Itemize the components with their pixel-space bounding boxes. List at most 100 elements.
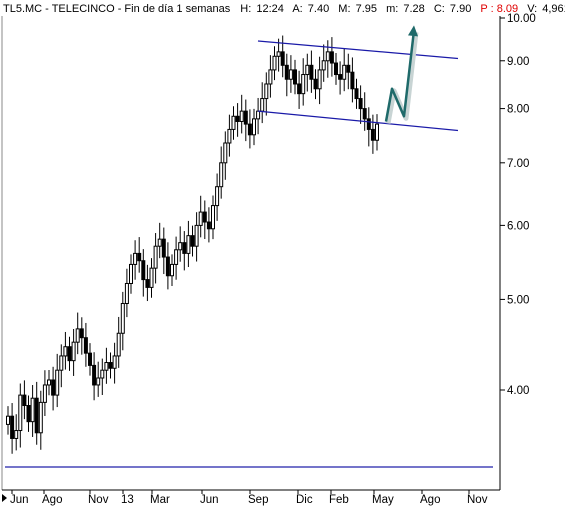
candle-body — [227, 128, 232, 144]
candle — [219, 146, 224, 199]
candle — [71, 329, 76, 376]
candle — [243, 99, 248, 142]
m-value: 7.95 — [356, 3, 377, 15]
candle-body — [104, 362, 109, 371]
candle — [88, 343, 92, 376]
projection-arrow — [384, 30, 416, 122]
candle-body — [293, 69, 297, 85]
candle-body — [6, 415, 10, 425]
candle-body — [297, 83, 302, 95]
candle — [22, 380, 27, 420]
candle — [149, 258, 154, 298]
candle — [6, 406, 10, 435]
candle — [108, 352, 113, 379]
candle — [194, 212, 199, 262]
candle-body — [370, 128, 375, 141]
candle-body — [223, 142, 228, 164]
candle — [14, 414, 19, 451]
candle-body — [165, 256, 170, 277]
candle-body — [137, 252, 142, 262]
candle — [75, 312, 80, 355]
candle-body — [194, 224, 199, 247]
candle-body — [18, 394, 23, 432]
candle-body — [325, 51, 330, 62]
candle-body — [10, 415, 15, 439]
candle-body — [149, 267, 154, 288]
y-tick-label: 7.00 — [507, 158, 529, 170]
x-tick-label: Ago — [42, 494, 62, 506]
candle-body — [260, 98, 265, 112]
candle — [252, 108, 256, 146]
candle-body — [272, 55, 277, 71]
y-tick-label: 6.00 — [507, 220, 529, 232]
candle — [165, 242, 170, 290]
candle — [198, 195, 203, 238]
overlays-group — [5, 25, 493, 468]
candle — [235, 103, 240, 137]
candle — [280, 35, 285, 78]
price-axis: 4.00 5.00 6.00 7.00 8.00 9.00 10.00 — [500, 13, 536, 397]
candle-body — [366, 118, 371, 130]
candle — [186, 220, 191, 268]
candle-body — [198, 211, 203, 226]
h-label: H: — [240, 3, 251, 15]
candle-body — [190, 235, 195, 247]
candle — [145, 264, 150, 302]
x-tick-label: Sep — [248, 494, 268, 506]
candle-body — [26, 405, 31, 423]
candle — [211, 195, 215, 240]
candle-body — [202, 211, 207, 223]
candle-body — [280, 51, 285, 66]
candle — [338, 61, 343, 95]
x-tick-label: Nov — [467, 494, 488, 506]
candle — [231, 106, 236, 140]
candle-body — [100, 369, 105, 379]
candle-body — [174, 249, 179, 265]
candle-body — [96, 377, 101, 386]
candle-body — [112, 355, 117, 369]
candle-body — [305, 64, 310, 76]
y-tick-label: 8.00 — [507, 104, 529, 116]
candle — [133, 240, 138, 280]
x-tick-label: Mar — [150, 494, 170, 506]
candle — [116, 316, 121, 368]
candle — [272, 46, 277, 81]
candle-body — [116, 332, 121, 357]
candle-body — [350, 71, 355, 90]
candle — [301, 58, 306, 106]
candle-body — [170, 263, 174, 277]
candle — [10, 403, 15, 454]
x-tick-label: Feb — [329, 494, 349, 506]
candle — [96, 361, 101, 397]
x-tick-label: Jun — [200, 494, 219, 506]
candle-body — [59, 355, 64, 371]
candle — [329, 37, 334, 77]
v-value: 4,961 — [542, 3, 565, 15]
candle — [276, 38, 281, 72]
candle-body — [47, 379, 51, 386]
candle-body — [252, 118, 256, 136]
candle — [79, 317, 84, 355]
candle-body — [284, 64, 289, 80]
candle-body — [219, 162, 224, 188]
candle — [354, 78, 359, 109]
candle — [161, 227, 166, 275]
candle-body — [338, 74, 343, 80]
v-label: V: — [527, 3, 537, 15]
min-value: 7.28 — [403, 3, 424, 15]
channel-lower-line — [257, 110, 459, 132]
candle — [366, 107, 371, 147]
candle-body — [231, 115, 236, 130]
candle-body — [55, 369, 60, 396]
candle-body — [334, 62, 338, 76]
scroll-left-icon[interactable] — [2, 494, 7, 502]
candle-body — [288, 69, 293, 80]
candle-body — [75, 328, 80, 343]
candle-body — [38, 401, 43, 434]
candle — [313, 69, 318, 100]
candle — [170, 254, 174, 287]
candle — [137, 237, 142, 273]
candle-body — [108, 362, 113, 369]
candle — [239, 94, 244, 134]
